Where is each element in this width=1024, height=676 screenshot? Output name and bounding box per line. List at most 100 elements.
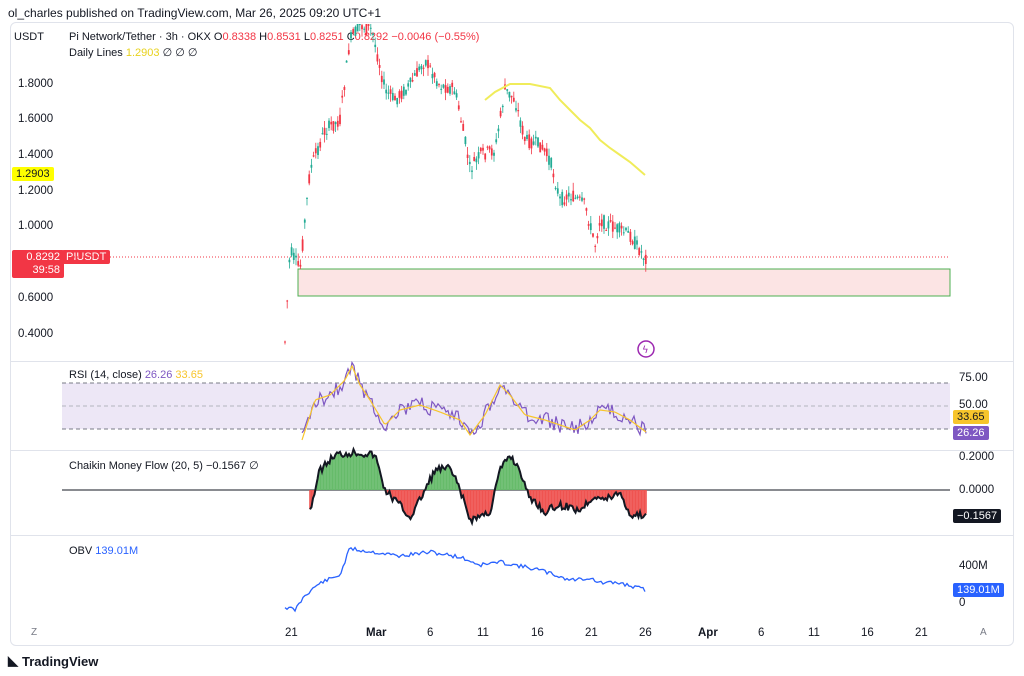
candle-body [416, 68, 418, 77]
candle-body [420, 65, 423, 70]
candle-body [455, 93, 458, 98]
candle-body [380, 75, 383, 83]
candle-body [328, 120, 330, 129]
candle-body [411, 80, 414, 82]
candle-body [394, 95, 396, 101]
candle-body [530, 138, 533, 149]
y-tick: 1.6000 [18, 113, 54, 125]
x-tick: 16 [531, 627, 544, 639]
candle-body [488, 146, 491, 150]
candle-body [570, 199, 572, 201]
candle-body [510, 95, 513, 98]
candle-body [435, 81, 438, 87]
tradingview-brand[interactable]: ◣ TradingView [8, 653, 98, 669]
candle-body [627, 230, 630, 233]
candle-body [400, 90, 403, 100]
candle-body [398, 91, 401, 98]
candle-body [594, 245, 597, 247]
y-tick: 1.0000 [18, 220, 54, 232]
candle-body [554, 187, 557, 189]
candle-body [356, 24, 359, 32]
candle-body [512, 97, 515, 102]
candle-body [424, 60, 427, 66]
candle-body [321, 133, 324, 135]
candle-body [345, 60, 348, 63]
daily-line [484, 83, 646, 176]
cmf-legend[interactable]: Chaikin Money Flow (20, 5) −0.1567 ∅ [69, 459, 259, 472]
change-value: −0.0046 (−0.55%) [391, 31, 480, 43]
candle-body [521, 125, 524, 135]
candle-body [631, 241, 634, 245]
x-tick: Apr [698, 627, 718, 639]
candle-body [618, 223, 621, 233]
rsi-ma-tag: 33.65 [953, 410, 989, 424]
low-label: L [303, 31, 310, 43]
y-tick: 1.4000 [18, 149, 54, 161]
candle-body [484, 153, 487, 160]
pane-separator[interactable] [10, 361, 1014, 362]
candle-body [620, 225, 623, 229]
obv-value: 139.01M [95, 545, 139, 557]
candle-body [460, 121, 462, 123]
daily-lines-value: 1.2903 [125, 47, 160, 59]
close-value: 0.8292 [354, 31, 389, 43]
candle-body [396, 98, 399, 105]
candle-body [605, 229, 608, 231]
candle-body [312, 155, 315, 157]
candle-body [453, 91, 456, 95]
obv-legend[interactable]: OBV 139.01M [69, 545, 138, 557]
candle-body [473, 156, 476, 162]
candle-body [607, 221, 610, 229]
candle-body [519, 120, 522, 127]
auto-scale-left-button[interactable]: Z [31, 627, 38, 638]
candle-body [589, 223, 592, 231]
obv-tick: 400M [959, 560, 988, 572]
rsi-label: RSI (14, close) [69, 369, 142, 381]
x-tick: 11 [477, 627, 489, 639]
candles-group [284, 24, 647, 345]
candle-body [323, 127, 326, 135]
support-zone [297, 268, 951, 297]
candle-body [332, 121, 335, 131]
daily-lines-flags: ∅ ∅ ∅ [162, 47, 198, 59]
candle-body [361, 25, 363, 30]
candle-body [347, 50, 350, 55]
candle-body [378, 65, 381, 68]
last-price-tag: 0.8292 39:58 [12, 250, 64, 278]
cmf-value: −0.1567 [205, 460, 247, 472]
candle-body [433, 72, 436, 78]
lightning-glyph: ϟ [642, 345, 649, 356]
candle-body [528, 134, 531, 149]
candle-body [374, 44, 377, 48]
candle-body [431, 74, 434, 79]
candle-body [508, 91, 511, 98]
rsi-tick: 75.00 [959, 372, 988, 384]
candle-body [442, 84, 445, 88]
candle-body [644, 254, 647, 265]
currency-label: USDT [14, 31, 44, 43]
candle-body [427, 59, 429, 69]
daily-lines-legend[interactable]: Daily Lines 1.2903 ∅ ∅ ∅ [69, 46, 197, 59]
candle-body [389, 89, 392, 94]
candle-body [523, 137, 526, 142]
candle-body [387, 92, 390, 94]
candle-body [541, 144, 544, 150]
candle-body [479, 147, 482, 152]
candle-body [444, 85, 447, 93]
candle-body [534, 136, 537, 139]
pane-separator[interactable] [10, 535, 1014, 536]
y-tick: 0.6000 [18, 292, 54, 304]
symbol-line: Pi Network/Tether · 3h · OKX [69, 31, 211, 43]
candle-body [565, 194, 568, 200]
rsi-legend[interactable]: RSI (14, close) 26.26 33.65 [69, 369, 203, 381]
candle-body [409, 77, 412, 82]
candle-body [543, 148, 546, 152]
cmf-line [309, 446, 647, 527]
x-tick: 6 [427, 627, 434, 639]
candle-body [407, 83, 410, 87]
daily-lines-label: Daily Lines [69, 47, 123, 59]
obv-tick: 0 [959, 597, 966, 609]
auto-scale-right-button[interactable]: A [980, 627, 987, 638]
pane-separator[interactable] [10, 450, 1014, 451]
